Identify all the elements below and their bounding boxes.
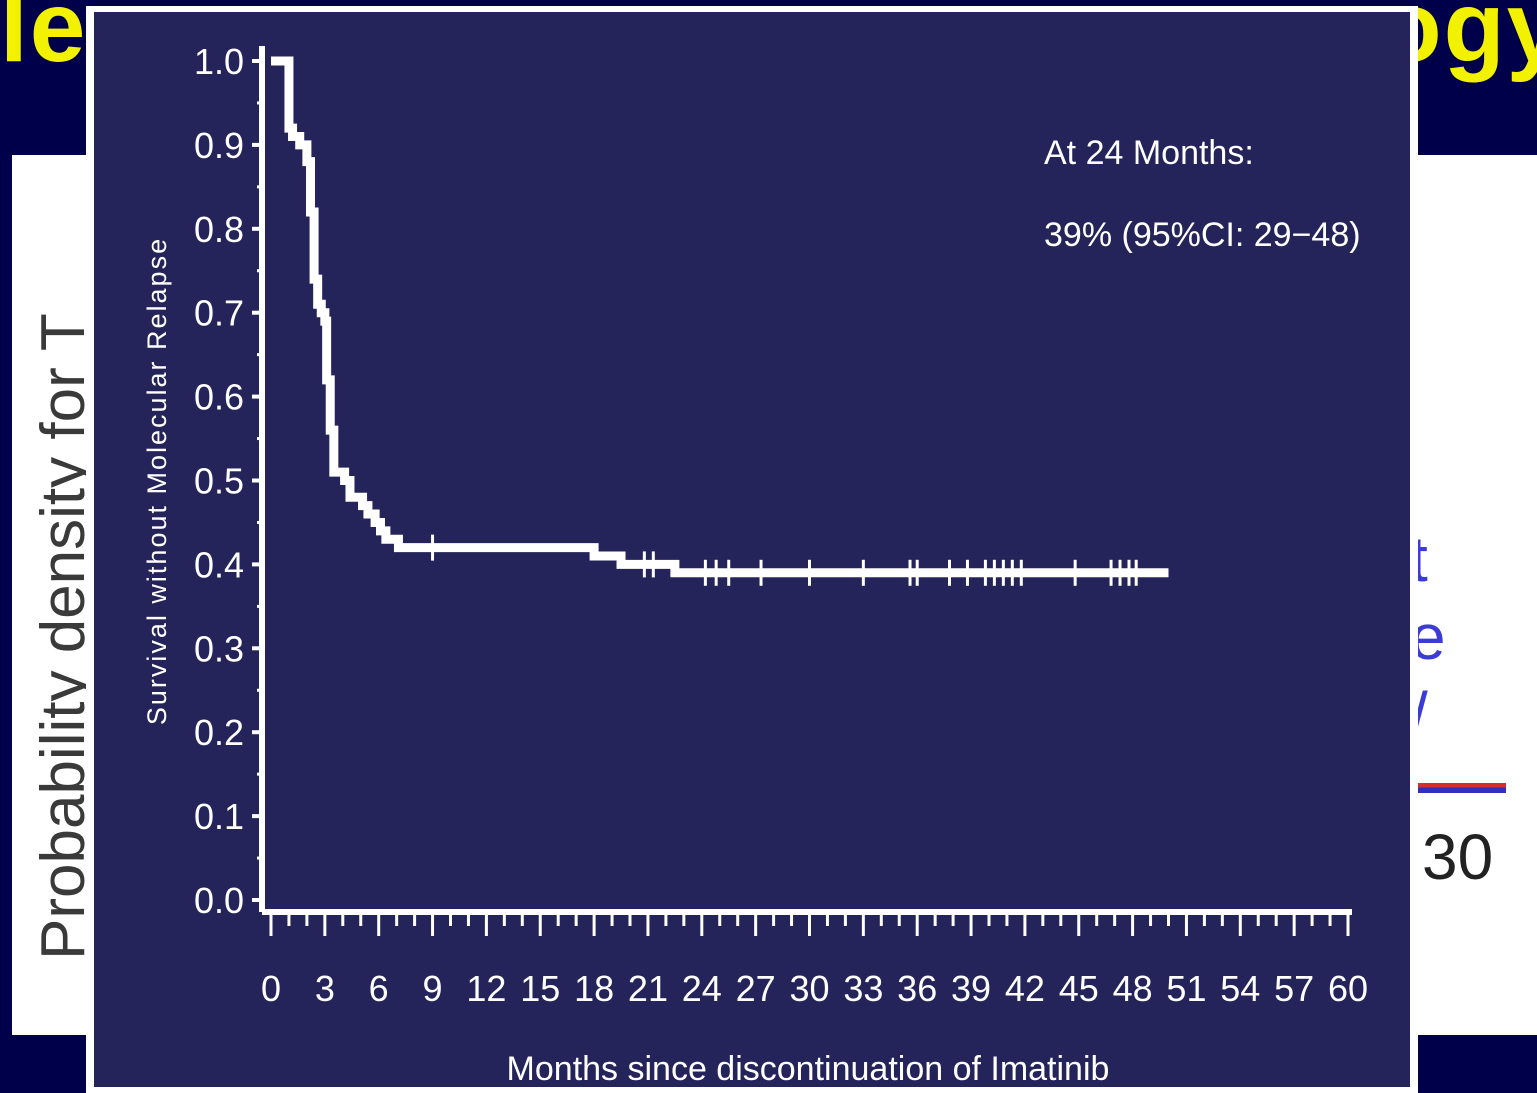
x-tick-label: 33 xyxy=(843,968,883,1009)
x-tick-label: 21 xyxy=(628,968,668,1009)
y-tick-label: 0.4 xyxy=(194,544,244,585)
x-tick-label: 12 xyxy=(466,968,506,1009)
y-tick-label: 1.0 xyxy=(194,41,244,82)
y-tick-label: 0.9 xyxy=(194,125,244,166)
background-legend-line xyxy=(1418,783,1506,793)
annotation-line-2: 39% (95%CI: 29−48) xyxy=(1044,216,1361,254)
x-tick-label: 48 xyxy=(1113,968,1153,1009)
y-tick-label: 0.3 xyxy=(194,628,244,669)
y-tick-label: 0.8 xyxy=(194,209,244,250)
y-tick-label: 0.7 xyxy=(194,293,244,334)
x-tick-label: 54 xyxy=(1220,968,1260,1009)
x-tick-label: 15 xyxy=(520,968,560,1009)
x-tick-label: 45 xyxy=(1059,968,1099,1009)
km-chart-panel: 0.0 0.1 0.2 0.3 0.4 0.5 0.6 0.7 0.8 0.9 1.0 0 3 6 9 12… xyxy=(86,6,1418,1093)
x-axis-title: Months since discontinuation of Imatinib xyxy=(507,1050,1110,1088)
x-tick-label: 36 xyxy=(897,968,937,1009)
km-chart: 0.00.10.20.30.40.50.60.70.80.91.0 0 3 6 9 12… xyxy=(94,12,1410,1088)
y-axis-title: Survival without Molecular Relapse xyxy=(142,237,172,725)
x-tick-label: 51 xyxy=(1166,968,1206,1009)
survival-curve xyxy=(271,56,1169,578)
y-tick-label: 0.0 xyxy=(194,880,244,921)
x-tick-label: 9 xyxy=(423,968,443,1009)
x-tick-label: 24 xyxy=(682,968,722,1009)
x-tick-label: 57 xyxy=(1274,968,1314,1009)
y-tick-label: 0.1 xyxy=(194,796,244,837)
y-tick-label: 0.2 xyxy=(194,712,244,753)
plot-background xyxy=(94,12,1410,1087)
y-tick-label: 0.6 xyxy=(194,377,244,418)
x-tick-label: 0 xyxy=(261,968,281,1009)
x-tick-label: 27 xyxy=(736,968,776,1009)
x-tick-label: 42 xyxy=(1005,968,1045,1009)
x-tick-label: 39 xyxy=(951,968,991,1009)
x-tick-label: 30 xyxy=(789,968,829,1009)
annotation-line-1: At 24 Months: xyxy=(1044,134,1254,172)
background-tick-label: 30 xyxy=(1422,821,1494,893)
y-tick-label: 0.5 xyxy=(194,461,244,502)
x-tick-label: 60 xyxy=(1328,968,1368,1009)
x-tick-label: 3 xyxy=(315,968,335,1009)
x-tick-label: 18 xyxy=(574,968,614,1009)
x-tick-label: 6 xyxy=(369,968,389,1009)
